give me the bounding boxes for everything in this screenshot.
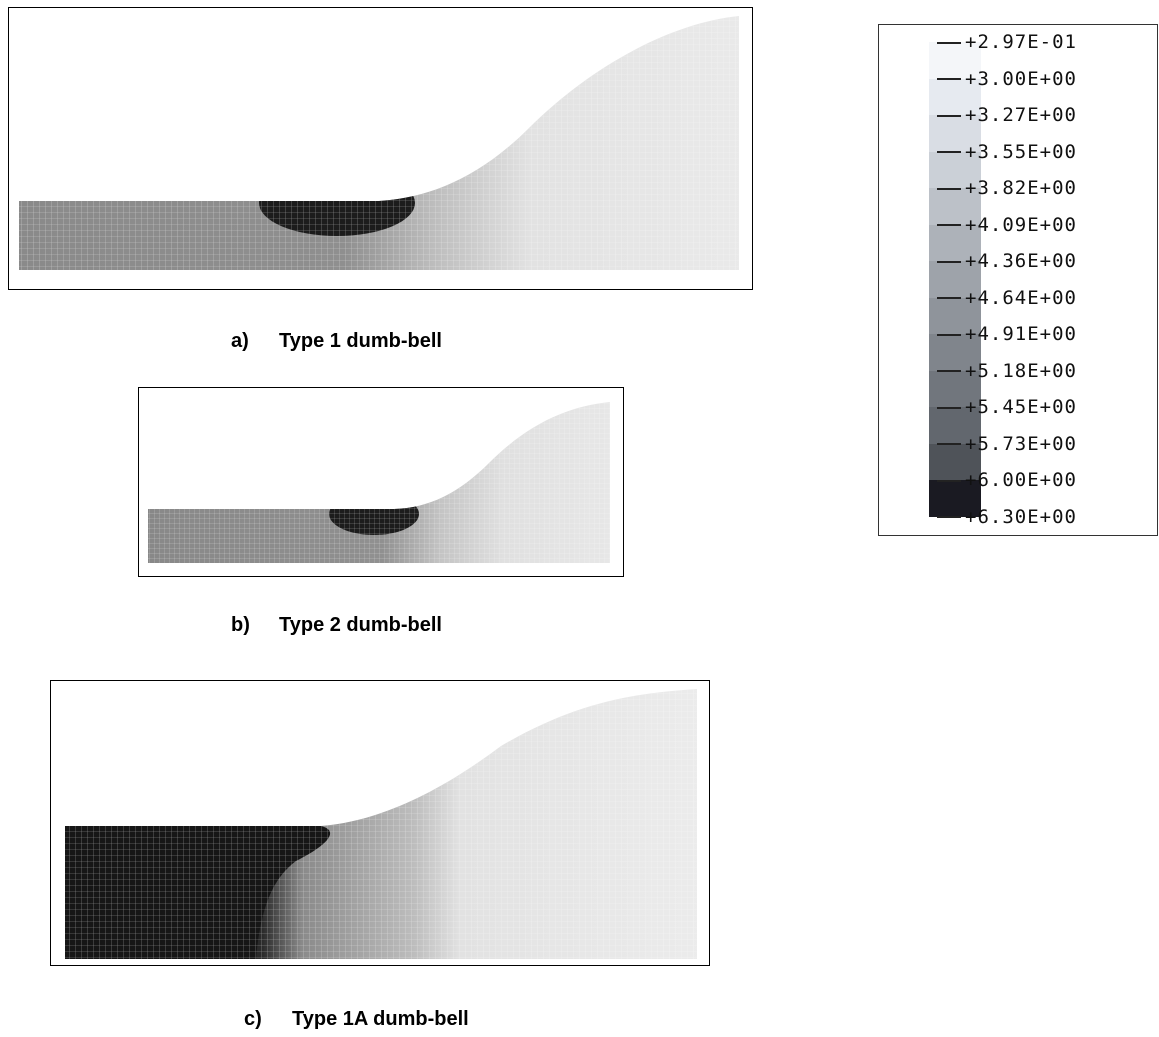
legend-tick — [937, 260, 961, 263]
legend-color-swatch — [929, 480, 981, 517]
legend-tick — [937, 479, 961, 482]
legend-color-swatch — [929, 334, 981, 371]
legend-value-text: +4.64E+00 — [965, 286, 1077, 309]
legend-tick — [937, 151, 961, 153]
legend-color-swatch — [929, 42, 981, 79]
legend-color-swatch — [929, 78, 981, 115]
legend-value: +6.00E+00 — [937, 469, 1077, 491]
legend-color-swatch — [929, 370, 981, 407]
legend-tick — [937, 370, 961, 372]
legend-color-swatch — [929, 188, 981, 225]
legend-tick — [937, 78, 961, 80]
legend-value-text: +4.36E+00 — [965, 250, 1077, 272]
legend-tick — [937, 41, 961, 44]
legend-value: +6.30E+00 — [937, 506, 1077, 528]
legend-value-text: +5.45E+00 — [965, 396, 1077, 418]
legend-value: +5.45E+00 — [937, 396, 1077, 418]
legend-value-text: +5.73E+00 — [965, 432, 1077, 455]
legend-color-swatch — [929, 224, 981, 261]
legend-color-swatch — [929, 151, 981, 188]
legend-value-text: +6.30E+00 — [965, 505, 1077, 528]
legend-value: +4.09E+00 — [937, 214, 1077, 236]
legend-tick — [937, 187, 961, 190]
legend-tick — [937, 333, 961, 336]
legend-value-text: +2.97E-01 — [965, 31, 1077, 53]
legend-value: +4.64E+00 — [937, 287, 1077, 309]
legend-value: +2.97E-01 — [937, 31, 1077, 53]
caption-c: c) Type 1A dumb-bell — [244, 1008, 469, 1031]
legend-value: +5.73E+00 — [937, 433, 1077, 455]
legend-tick — [937, 443, 961, 445]
legend-value-text: +4.09E+00 — [965, 213, 1077, 236]
caption-b: b) Type 2 dumb-bell — [231, 614, 442, 637]
legend-value: +3.27E+00 — [937, 104, 1077, 126]
caption-c-title: Type 1A dumb-bell — [292, 1008, 469, 1030]
legend-value: +3.82E+00 — [937, 177, 1077, 199]
legend-tick — [937, 516, 961, 518]
panel-c — [50, 680, 710, 966]
caption-a: a) Type 1 dumb-bell — [231, 330, 442, 353]
panel-b — [138, 387, 624, 577]
legend-tick — [937, 114, 961, 117]
legend-value: +3.55E+00 — [937, 141, 1077, 163]
legend-color-swatch — [929, 261, 981, 298]
legend-tick — [937, 224, 961, 226]
caption-b-title: Type 2 dumb-bell — [279, 614, 442, 636]
legend-color-swatch — [929, 115, 981, 152]
legend-value-text: +4.91E+00 — [965, 323, 1077, 345]
legend-value: +5.18E+00 — [937, 360, 1077, 382]
dumbbell-mesh-b — [148, 402, 610, 563]
legend-color-bar — [929, 42, 981, 517]
caption-a-label: a) — [231, 330, 249, 352]
caption-c-label: c) — [244, 1008, 262, 1030]
dumbbell-mesh-a — [19, 16, 739, 270]
legend-tick — [937, 406, 961, 409]
legend-tick — [937, 297, 961, 299]
legend-value: +4.91E+00 — [937, 323, 1077, 345]
legend-value-text: +3.55E+00 — [965, 140, 1077, 163]
legend-value: +3.00E+00 — [937, 68, 1077, 90]
legend-value: +4.36E+00 — [937, 250, 1077, 272]
caption-a-title: Type 1 dumb-bell — [279, 330, 442, 352]
caption-b-label: b) — [231, 614, 250, 636]
legend-value-text: +3.00E+00 — [965, 67, 1077, 90]
panel-a — [8, 7, 753, 290]
legend-color-swatch — [929, 297, 981, 334]
legend-value-text: +3.82E+00 — [965, 177, 1077, 199]
legend-value-text: +6.00E+00 — [965, 469, 1077, 491]
dumbbell-mesh-c — [65, 689, 697, 959]
legend-value-text: +3.27E+00 — [965, 104, 1077, 126]
legend-value-text: +5.18E+00 — [965, 359, 1077, 382]
contour-legend: +2.97E-01 +3.00E+00 +3.27E+00 +3.55E+00 +3.8… — [878, 24, 1158, 536]
legend-color-swatch — [929, 443, 981, 480]
legend-color-swatch — [929, 407, 981, 444]
